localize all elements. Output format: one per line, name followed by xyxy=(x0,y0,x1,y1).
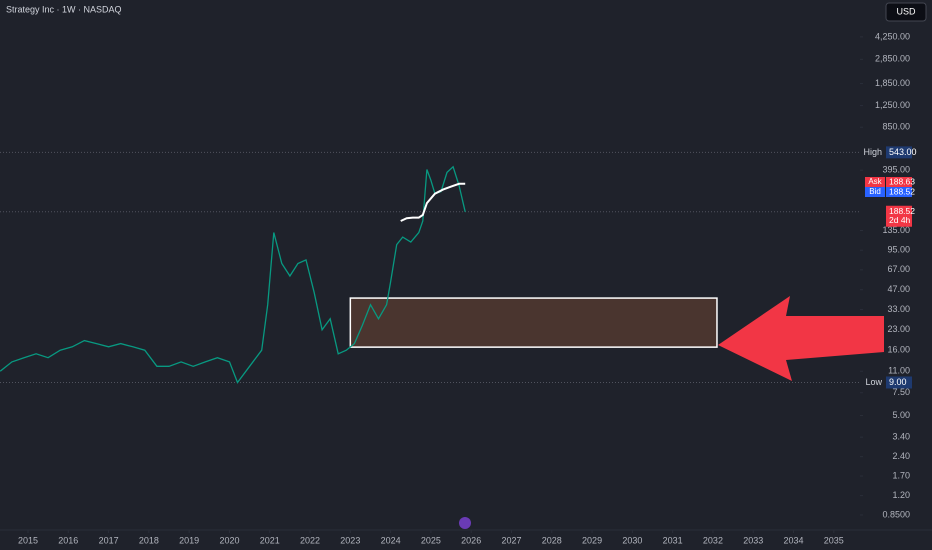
y-tick-label: 2,850.00 xyxy=(875,54,910,64)
price-line-series xyxy=(400,182,466,222)
x-tick-label: 2034 xyxy=(784,535,804,545)
event-icon[interactable] xyxy=(459,517,471,529)
x-tick-label: 2028 xyxy=(542,535,562,545)
quote-tag xyxy=(865,177,885,187)
last-price-value: 188.52 xyxy=(889,206,915,216)
x-tick-label: 2029 xyxy=(582,535,602,545)
y-tick-label: 11.00 xyxy=(888,366,910,376)
quote-box xyxy=(886,177,912,187)
x-tick-label: 2018 xyxy=(139,535,159,545)
quote-value: 188.52 xyxy=(889,186,915,196)
quote-label: Bid xyxy=(869,187,881,196)
quote-box xyxy=(886,187,912,197)
y-tick-label: 1,250.00 xyxy=(875,100,910,110)
price-line-box xyxy=(886,146,912,159)
currency-label[interactable]: USD xyxy=(896,6,916,16)
last-price-countdown: 2d 4h xyxy=(889,215,911,225)
y-tick-label: 1,850.00 xyxy=(875,78,910,88)
y-tick-label: 135.00 xyxy=(882,225,910,235)
x-tick-label: 2025 xyxy=(421,535,441,545)
x-tick-label: 2015 xyxy=(18,535,38,545)
x-tick-label: 2023 xyxy=(340,535,360,545)
y-tick-label: 33.00 xyxy=(887,304,910,314)
quote-tag xyxy=(865,187,885,197)
currency-button[interactable] xyxy=(885,2,927,22)
x-tick-label: 2021 xyxy=(260,535,280,545)
y-tick-label: 23.00 xyxy=(887,324,910,334)
x-tick-label: 2031 xyxy=(663,535,683,545)
y-tick-label: 95.00 xyxy=(887,245,910,255)
y-tick-label: 1.70 xyxy=(892,470,910,480)
x-tick-label: 2032 xyxy=(703,535,723,545)
last-price-box xyxy=(886,205,912,227)
y-tick-label: 7.50 xyxy=(892,387,910,397)
arrow xyxy=(718,296,884,381)
x-tick-label: 2026 xyxy=(461,535,481,545)
y-tick-label: 395.00 xyxy=(882,165,910,175)
y-tick-label: 1.20 xyxy=(892,490,910,500)
price-line-box xyxy=(886,376,912,389)
x-tick-label: 2033 xyxy=(743,535,763,545)
y-tick-label: 2.40 xyxy=(892,451,910,461)
y-tick-label: 850.00 xyxy=(882,122,910,132)
x-tick-label: 2022 xyxy=(300,535,320,545)
plot-area xyxy=(0,36,863,533)
quote-value: 188.63 xyxy=(889,176,915,186)
y-tick-label: 16.00 xyxy=(887,345,910,355)
x-tick-label: 2027 xyxy=(501,535,521,545)
chart-title: Strategy Inc · 1W · NASDAQ xyxy=(6,4,122,14)
x-tick-label: 2017 xyxy=(99,535,119,545)
price-line-value: 543.00 xyxy=(889,147,917,157)
x-tick-label: 2016 xyxy=(58,535,78,545)
price-line-value: 9.00 xyxy=(889,377,907,387)
y-tick-label: 5.00 xyxy=(892,410,910,420)
y-tick-label: 47.00 xyxy=(887,284,910,294)
x-tick-label: 2020 xyxy=(219,535,239,545)
zone xyxy=(349,297,718,348)
y-tick-label: 0.8500 xyxy=(882,509,910,519)
price-line-series xyxy=(0,165,466,384)
y-tick-label: 67.00 xyxy=(887,264,910,274)
quote-label: Ask xyxy=(868,177,882,186)
x-tick-label: 2019 xyxy=(179,535,199,545)
y-tick-label: 4,250.00 xyxy=(875,31,910,41)
price-line-label: Low xyxy=(865,377,882,387)
y-tick-label: 3.40 xyxy=(892,432,910,442)
x-tick-label: 2030 xyxy=(622,535,642,545)
price-line-label: High xyxy=(863,147,882,157)
x-tick-label: 2035 xyxy=(824,535,844,545)
x-tick-label: 2024 xyxy=(381,535,401,545)
